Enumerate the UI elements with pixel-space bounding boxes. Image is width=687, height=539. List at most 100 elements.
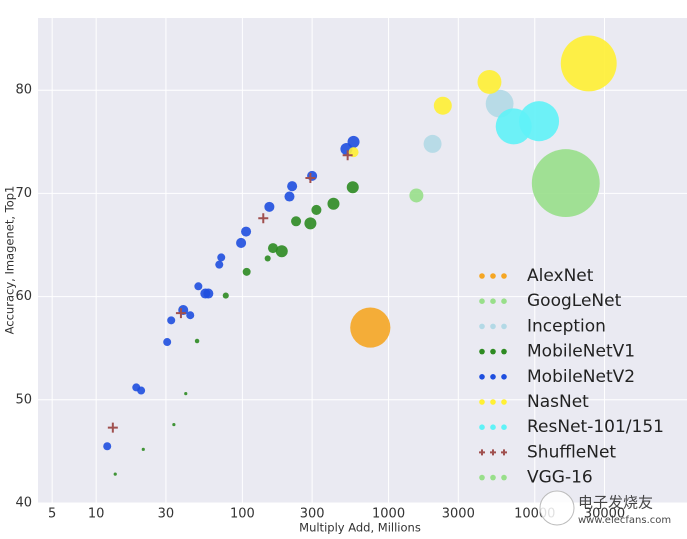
bubble <box>560 35 617 92</box>
legend-marker <box>490 323 496 330</box>
x-tick-label: 10 <box>88 507 105 522</box>
x-tick-label: 5 <box>48 507 56 522</box>
bubble <box>287 181 298 192</box>
plus-marker <box>305 172 316 183</box>
bubble <box>477 70 502 94</box>
legend-marker <box>479 474 485 481</box>
legend-marker <box>479 399 485 405</box>
legend-label: ShuffleNet <box>527 442 616 462</box>
y-tick-label: 60 <box>15 289 32 304</box>
bubble <box>409 188 424 203</box>
bubble <box>163 338 172 347</box>
bubble <box>113 472 117 476</box>
legend-marker <box>490 348 496 355</box>
bubble <box>291 216 302 227</box>
bubble <box>267 243 279 254</box>
legend-marker <box>479 273 485 279</box>
bubble <box>194 338 200 344</box>
legend-marker <box>490 449 496 456</box>
bubble <box>184 392 188 396</box>
x-tick-label: 300 <box>300 507 325 522</box>
legend-label: VGG-16 <box>527 468 593 488</box>
legend-label: NasNet <box>527 392 589 412</box>
y-tick-label: 70 <box>15 186 32 201</box>
bubble <box>222 292 229 299</box>
plus-marker <box>342 150 353 161</box>
legend-marker <box>501 424 507 431</box>
bubble <box>203 288 214 299</box>
legend-label: MobileNetV2 <box>527 367 635 387</box>
legend-marker <box>490 474 496 481</box>
legend-marker <box>501 474 507 481</box>
legend-marker <box>490 273 496 279</box>
legend-marker <box>479 323 485 330</box>
bubble <box>346 181 359 194</box>
bubble <box>284 191 295 202</box>
bubble <box>186 311 195 320</box>
bubble <box>167 316 176 325</box>
legend-label: GoogLeNet <box>527 291 622 311</box>
x-axis-label: Multiply Add, Millions <box>299 521 421 535</box>
bubble <box>242 267 251 276</box>
plus-marker <box>258 213 269 224</box>
bubble <box>275 245 288 258</box>
watermark-logo <box>539 490 575 526</box>
bubble <box>519 101 560 142</box>
legend-marker <box>479 298 485 305</box>
bubble <box>347 135 360 148</box>
bubble <box>433 96 452 115</box>
bubble <box>311 204 322 215</box>
bubble <box>264 255 271 262</box>
plot-area <box>38 18 687 503</box>
plus-marker <box>107 422 118 433</box>
bubble <box>350 307 391 348</box>
legend-label: Inception <box>527 316 606 336</box>
x-tick-label: 30000 <box>584 507 625 522</box>
legend-marker <box>490 424 496 431</box>
bubble <box>103 442 112 451</box>
legend-marker <box>490 399 496 405</box>
legend-label: AlexNet <box>527 266 594 286</box>
bubble <box>194 282 203 291</box>
bubble <box>304 217 317 230</box>
legend-marker <box>501 348 507 355</box>
bubble <box>141 447 145 451</box>
bubble <box>137 386 146 395</box>
x-tick-label: 100 <box>230 507 255 522</box>
watermark-url: www.elecfans.com <box>578 515 671 526</box>
legend-marker <box>479 424 485 431</box>
legend-marker <box>501 323 507 330</box>
x-tick-label: 1000 <box>372 507 405 522</box>
legend-marker <box>501 399 507 405</box>
y-axis-label: Accuracy, Imagenet, Top1 <box>3 186 17 335</box>
legend-marker <box>490 298 496 305</box>
plus-marker <box>175 308 186 319</box>
bubble <box>531 149 600 218</box>
legend-marker <box>479 449 485 456</box>
legend-label: MobileNetV1 <box>527 342 635 362</box>
y-tick-label: 40 <box>15 496 32 511</box>
watermark-brand: 电子发烧友 <box>578 494 653 512</box>
y-tick-label: 80 <box>15 83 32 98</box>
bubble <box>172 422 176 427</box>
bubble <box>241 226 252 237</box>
bubble <box>423 134 442 153</box>
legend-marker <box>501 449 507 456</box>
legend-marker <box>501 273 507 279</box>
bubble <box>327 197 340 210</box>
x-tick-label: 30 <box>158 507 175 522</box>
bubble <box>307 170 318 181</box>
x-tick-label: 3000 <box>442 507 475 522</box>
legend-marker <box>501 374 507 380</box>
bubble <box>236 237 247 248</box>
legend-marker <box>479 348 485 355</box>
legend-marker <box>490 374 496 380</box>
legend-label: ResNet-101/151 <box>527 417 664 437</box>
legend-marker <box>479 374 485 380</box>
y-tick-label: 50 <box>15 392 32 407</box>
bubble <box>264 201 275 212</box>
bubble <box>215 260 224 269</box>
bubble <box>217 253 226 262</box>
legend-marker <box>501 298 507 305</box>
